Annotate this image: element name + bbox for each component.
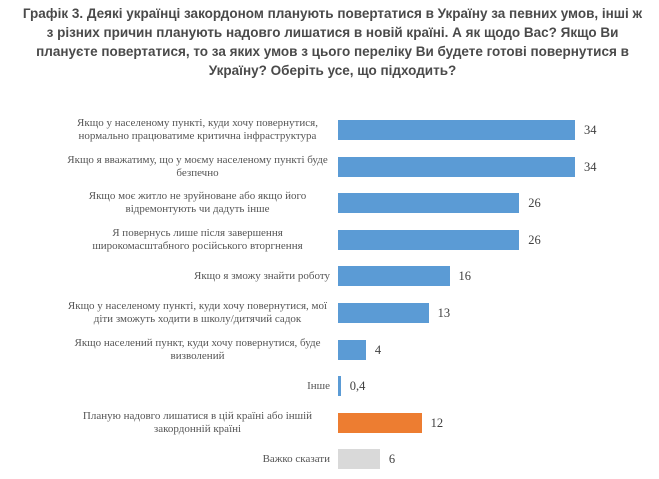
category-label: Якщо у населеному пункті, куди хочу пове… xyxy=(67,300,328,325)
bar xyxy=(338,120,575,140)
value-label: 26 xyxy=(528,232,541,247)
bar xyxy=(338,193,520,214)
value-label: 26 xyxy=(528,196,541,211)
value-label: 6 xyxy=(388,452,396,467)
category-label: Планую надовго лишатися в цій країні або… xyxy=(82,409,313,435)
chart-title: Графік 3. Деякі українці закордоном план… xyxy=(22,6,643,78)
value-label: 13 xyxy=(437,306,451,320)
value-label: 34 xyxy=(584,123,597,137)
category-label: Якщо у населеному пункті, куди хочу пове… xyxy=(77,117,318,142)
value-label: 34 xyxy=(584,159,597,174)
category-label: Важко сказати xyxy=(262,452,330,465)
bar xyxy=(338,229,520,250)
bar xyxy=(338,156,575,177)
bar xyxy=(338,412,422,433)
category-label-box: Якщо я зможу знайти роботу xyxy=(65,258,330,294)
category-label-box: Планую надовго лишатися в цій країні або… xyxy=(65,405,330,441)
value-label: 4 xyxy=(374,342,382,357)
category-label-box: Якщо я вважатиму, що у моєму населеному … xyxy=(65,149,330,185)
category-label: Якщо моє житло не зруйноване або якщо йо… xyxy=(88,190,307,216)
category-label-box: Важко сказати xyxy=(65,441,330,477)
category-label-box: Якщо моє житло не зруйноване або якщо йо… xyxy=(65,185,330,221)
category-label-box: Якщо у населеному пункті, куди хочу пове… xyxy=(65,112,330,148)
bar xyxy=(338,449,380,470)
category-label: Якщо населений пункт, куди хочу повернут… xyxy=(74,336,321,362)
category-label-box: Якщо у населеному пункті, куди хочу пове… xyxy=(65,295,330,331)
category-label: Якщо я зможу знайти роботу xyxy=(194,269,330,282)
category-label: Я повернусь лише після завершення широко… xyxy=(92,226,303,252)
category-label-box: Інше xyxy=(65,368,330,404)
category-label: Якщо я вважатиму, що у моєму населеному … xyxy=(67,153,328,179)
bar xyxy=(338,303,429,323)
bar xyxy=(338,376,341,397)
value-label: 0,4 xyxy=(349,379,366,394)
bar xyxy=(338,266,450,287)
category-label-box: Я повернусь лише після завершення широко… xyxy=(65,222,330,258)
bar xyxy=(338,339,366,360)
value-label: 12 xyxy=(430,415,444,430)
category-label-box: Якщо населений пункт, куди хочу повернут… xyxy=(65,332,330,368)
category-label: Інше xyxy=(307,379,330,392)
value-label: 16 xyxy=(458,269,472,284)
